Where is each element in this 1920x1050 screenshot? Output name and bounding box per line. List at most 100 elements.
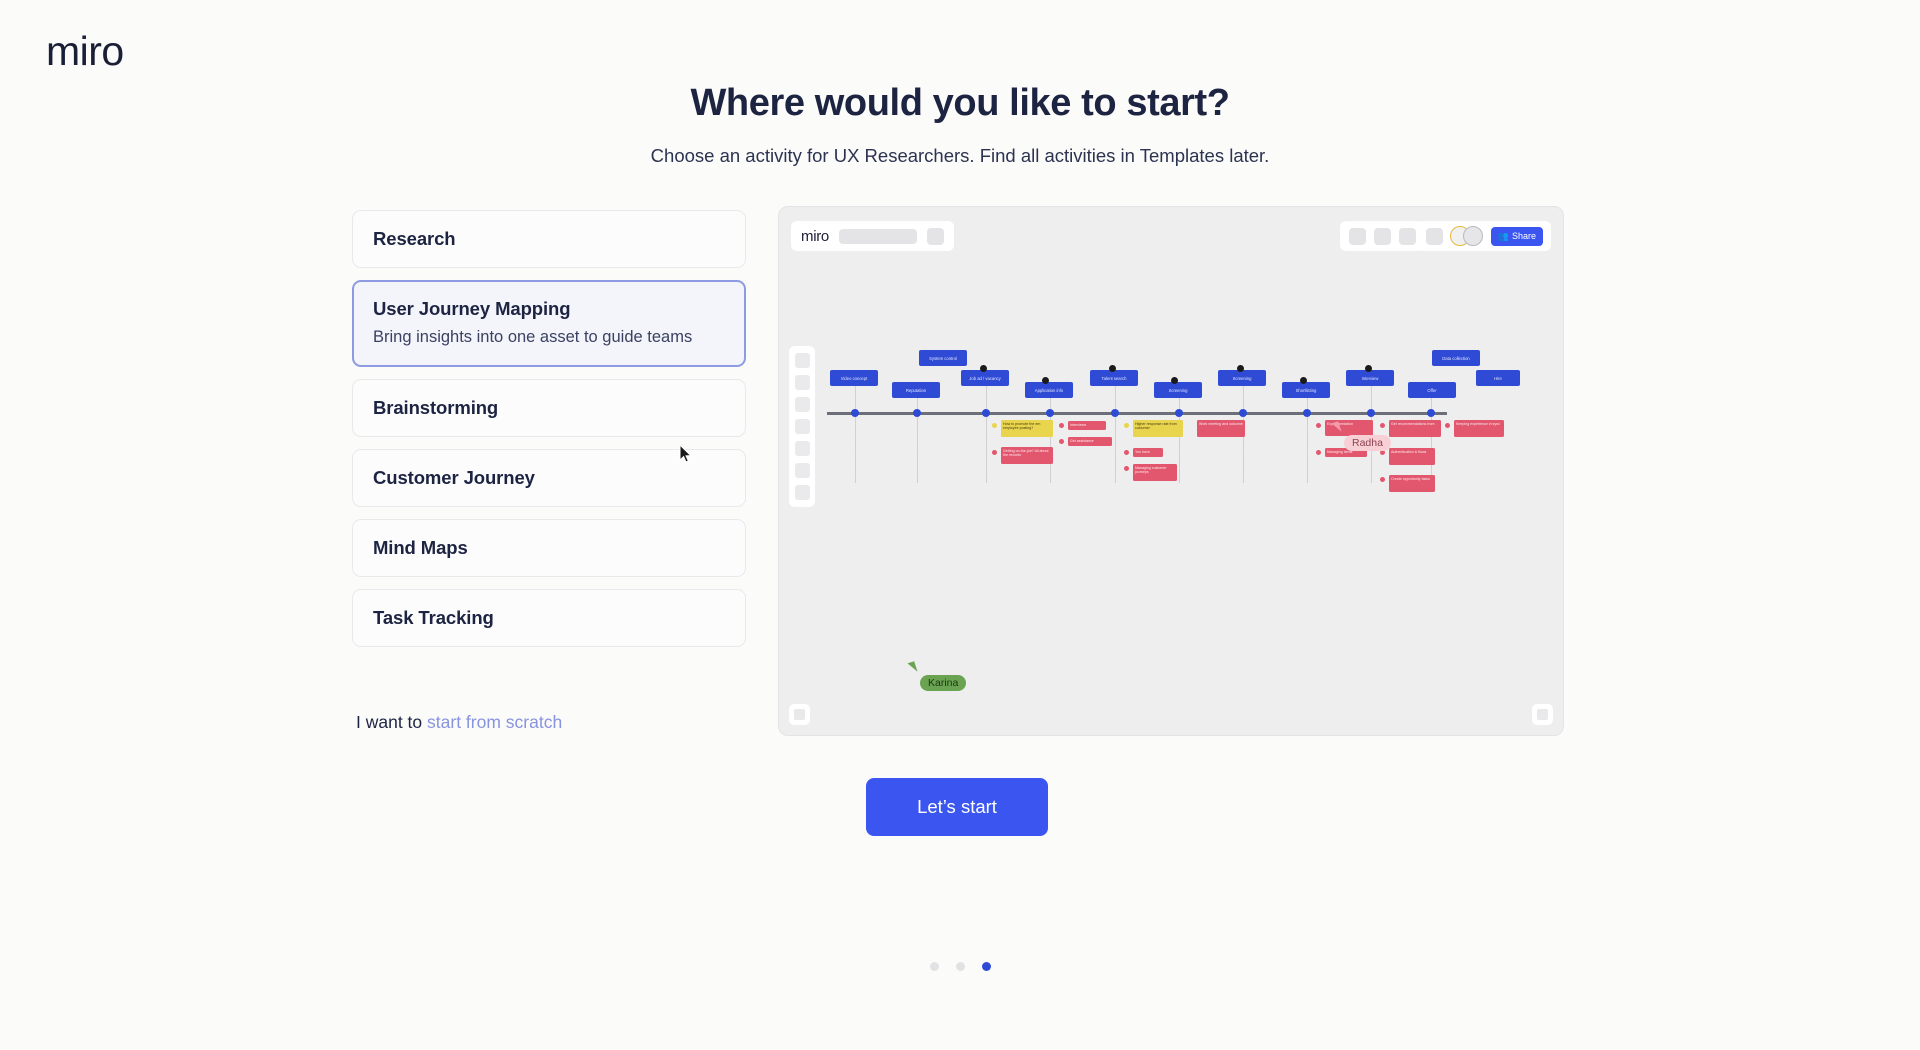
sticky-note[interactable]: Getting on-the-job? All about the record… (1001, 447, 1053, 464)
activity-card-research[interactable]: Research (352, 210, 746, 268)
timeline-node (1175, 409, 1183, 417)
note-bullet (1124, 450, 1129, 455)
sticky-note[interactable]: You have (1133, 448, 1163, 457)
preview-bottom-right-button[interactable] (1532, 704, 1553, 725)
zoom-icon (1537, 709, 1548, 720)
people-icon: 👥 (1497, 230, 1509, 241)
preview-miro-logo: miro (801, 227, 829, 245)
journey-stage-label: Interview (1346, 370, 1394, 386)
journey-stage-label: Data collection (1432, 350, 1480, 366)
sticky-note[interactable]: Work meeting and outcome (1197, 420, 1245, 437)
journey-stage-label: Offer (1408, 382, 1456, 398)
note-bullet (992, 423, 997, 428)
sticky-note[interactable]: Get assistance (1068, 437, 1112, 446)
journey-stage-label: System control (919, 350, 967, 366)
more-tool-placeholder-icon[interactable] (794, 485, 810, 500)
share-label: Share (1511, 231, 1536, 241)
activity-title: User Journey Mapping (373, 298, 571, 319)
activity-description: Bring insights into one asset to guide t… (373, 328, 693, 346)
activity-title: Brainstorming (373, 396, 499, 418)
sticky-note[interactable]: Experimentation (1325, 420, 1373, 436)
note-bullet (1380, 423, 1385, 428)
sticky-note[interactable]: Managing customer journeys (1133, 464, 1177, 481)
start-from-scratch-link[interactable]: start from scratch (427, 712, 563, 732)
preview-toolbar-center (1340, 221, 1425, 251)
activity-card-brainstorming[interactable]: Brainstorming (352, 378, 746, 437)
label-author-dot (1109, 365, 1116, 372)
sticky-note[interactable]: Higher response rate from customer (1133, 420, 1183, 437)
select-tool-placeholder-icon[interactable] (794, 353, 810, 368)
journey-map-canvas: System control Data collection Video con… (779, 207, 1563, 735)
sticky-note[interactable]: Create opportunity tasks (1389, 475, 1435, 492)
journey-stage-label: Screening (1218, 370, 1266, 386)
preview-bottom-left-button[interactable] (789, 704, 810, 725)
timeline-node (1367, 409, 1375, 417)
node-stem (1115, 385, 1116, 483)
label-author-dot (1042, 377, 1049, 384)
node-stem (1431, 397, 1432, 483)
label-author-dot (1300, 377, 1307, 384)
activity-title: Research (373, 228, 456, 249)
redo-placeholder-icon (1374, 227, 1391, 245)
journey-stage-label: Reputation (892, 382, 940, 398)
label-author-dot (980, 365, 987, 372)
settings-placeholder-icon (1425, 227, 1443, 245)
collaborator-name: Radha (1344, 435, 1391, 451)
lets-start-button[interactable]: Let’s start (866, 778, 1048, 836)
pen-tool-placeholder-icon[interactable] (794, 463, 810, 478)
text-tool-placeholder-icon[interactable] (794, 397, 810, 412)
note-bullet (1124, 466, 1129, 471)
journey-stage-label: Shortlisting (1282, 382, 1330, 398)
label-author-dot (1237, 365, 1244, 372)
activity-card-task-tracking[interactable]: Task Tracking (352, 588, 746, 647)
pagination-dot-1[interactable] (929, 962, 939, 971)
note-bullet (1059, 439, 1064, 444)
timeline-node (851, 409, 859, 417)
shape-tool-placeholder-icon[interactable] (794, 441, 810, 456)
journey-stage-label: Job ad / vacancy (961, 370, 1009, 386)
template-tool-placeholder-icon[interactable] (794, 375, 810, 390)
sticky-note[interactable]: Keeping experience in sync (1454, 420, 1504, 437)
note-bullet (1380, 450, 1385, 455)
sticky-note[interactable]: Managing items (1325, 448, 1367, 457)
pagination-dot-2[interactable] (955, 962, 965, 971)
sticky-note[interactable]: Interviews (1068, 421, 1106, 430)
timeline-node (982, 409, 990, 417)
activity-title: Mind Maps (373, 536, 468, 558)
journey-stage-label: Hire (1476, 370, 1520, 386)
journey-stage-label: Application info (1025, 382, 1073, 398)
pagination-dot-3[interactable] (981, 962, 991, 971)
note-bullet (1445, 423, 1450, 428)
miro-logo: miro (46, 28, 124, 74)
template-preview-panel[interactable]: miro 👥 Share (778, 206, 1564, 736)
node-stem (1307, 397, 1308, 483)
board-name-placeholder (838, 228, 917, 244)
start-from-scratch-row: I want to start from scratch (356, 712, 562, 733)
page-subtitle: Choose an activity for UX Researchers. F… (650, 145, 1270, 166)
activity-card-mind-maps[interactable]: Mind Maps (352, 518, 746, 577)
sticky-tool-placeholder-icon[interactable] (794, 419, 810, 434)
sticky-note[interactable]: Authentication & flows (1389, 448, 1435, 465)
activity-card-user-journey-mapping[interactable]: User Journey Mapping Bring insights into… (352, 280, 746, 367)
timeline-node (1303, 409, 1311, 417)
note-bullet (1059, 423, 1064, 428)
sticky-note[interactable]: Get recommendations from (1389, 420, 1441, 437)
activity-list: Research User Journey Mapping Bring insi… (352, 210, 746, 647)
timeline-axis (827, 412, 1447, 415)
label-author-dot (1365, 365, 1372, 372)
timeline-node (1427, 409, 1435, 417)
collaborator-name: Karina (920, 675, 967, 691)
journey-stage-label: Video concept (830, 370, 878, 386)
note-bullet (992, 450, 997, 455)
share-button[interactable]: 👥 Share (1490, 226, 1543, 246)
preview-toolbar-right: 👥 Share (1417, 221, 1551, 251)
timeline-node (1239, 409, 1247, 417)
timeline-node (1046, 409, 1054, 417)
page-title: Where would you like to start? (690, 82, 1230, 124)
avatar (1462, 226, 1483, 246)
node-stem (855, 385, 856, 483)
preview-toolbar-left: miro (791, 221, 954, 251)
node-stem (986, 385, 987, 483)
sticky-note[interactable]: How to promote the em employee posting? (1001, 420, 1053, 437)
